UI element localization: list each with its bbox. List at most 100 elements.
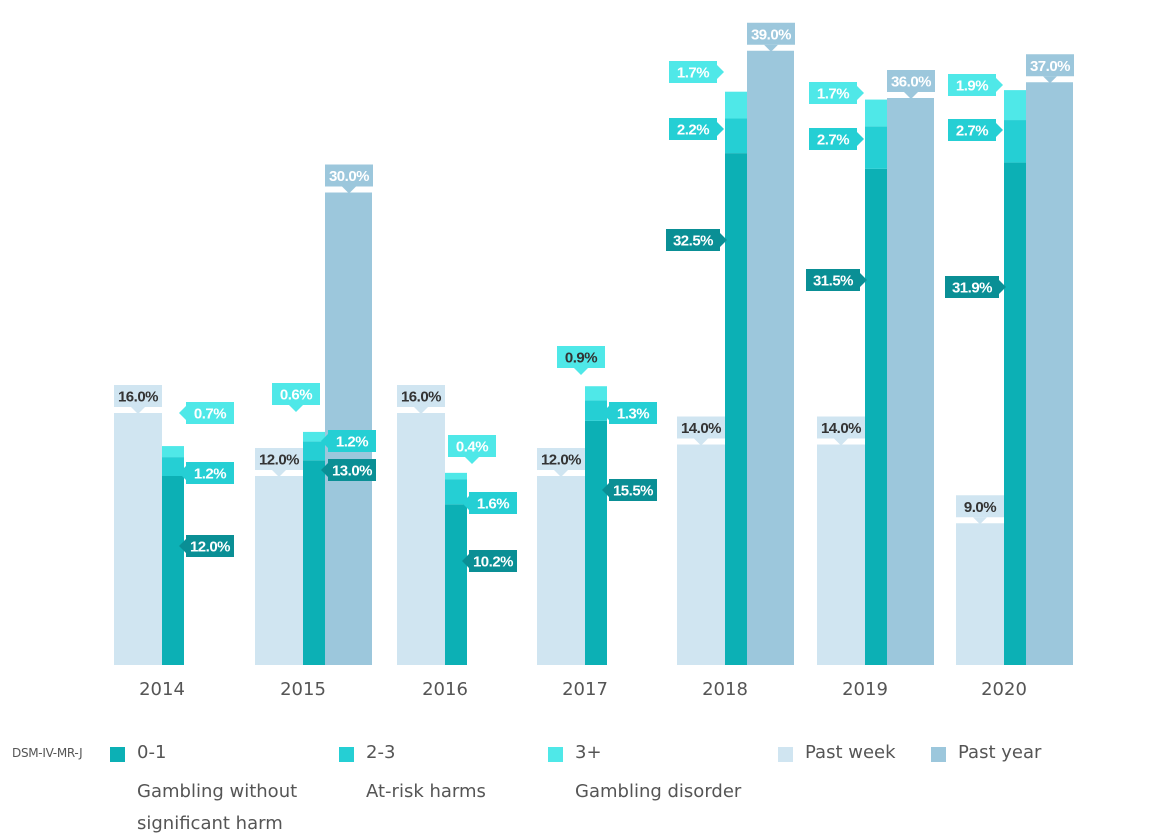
bar-dsm-2-3-2017 xyxy=(585,400,607,421)
label-past-year-2019-box xyxy=(887,70,935,92)
label-dsm-0-1-2016-box xyxy=(469,550,517,572)
label-past-week-2016-box xyxy=(397,385,445,407)
bar-past-year-2019 xyxy=(887,98,934,665)
bar-dsm-2-3-2018 xyxy=(725,118,747,154)
chart: 2014 16.0% 12.0% 1.2% 0.7% 2015 12.0% 30.0% 13.0… xyxy=(114,22,1074,700)
legend-swatch-past-year xyxy=(931,747,946,762)
label-dsm-2-3-2019-pointer xyxy=(857,132,864,146)
legend-key-3-plus: 3+ xyxy=(575,742,602,763)
label-past-week-2015-box xyxy=(255,448,303,470)
bar-dsm-0-1-2019 xyxy=(865,168,887,665)
label-past-week-2019-text: 14.0% xyxy=(821,420,861,437)
label-past-week-2018-pointer xyxy=(694,438,708,446)
label-past-week-2015-text: 12.0% xyxy=(259,452,299,469)
label-past-week-2014-pointer xyxy=(131,407,145,414)
bar-dsm-0-1-2018 xyxy=(725,153,747,665)
bar-past-year-2015 xyxy=(325,192,372,665)
label-dsm-2-3-2016-text: 1.6% xyxy=(477,496,509,513)
label-past-week-2017-text: 12.0% xyxy=(541,452,581,469)
label-dsm-2-3-2014-text: 1.2% xyxy=(194,466,226,483)
label-dsm-2-3-2015-box xyxy=(328,430,376,452)
label-dsm-2-3-2019-box xyxy=(809,128,857,150)
label-dsm-2-3-2014-box xyxy=(186,462,234,484)
bar-dsm-2-3-2014 xyxy=(162,457,184,476)
label-dsm-3-plus-2017-pointer xyxy=(574,368,588,375)
label-dsm-3-plus-2019-pointer xyxy=(857,86,864,100)
bar-past-week-2019 xyxy=(817,444,865,665)
label-dsm-3-plus-2016-pointer xyxy=(465,457,479,464)
label-past-week-2014-box xyxy=(114,385,162,407)
label-past-year-2020-box xyxy=(1026,54,1074,77)
label-dsm-0-1-2019-box xyxy=(806,269,860,291)
label-past-week-2017-box xyxy=(537,448,585,470)
label-dsm-0-1-2019-pointer xyxy=(860,273,867,287)
label-dsm-0-1-2016-text: 10.2% xyxy=(473,554,513,571)
legend-key-2-3: 2-3 xyxy=(366,742,396,763)
legend-swatch-past-week xyxy=(778,747,793,762)
label-dsm-0-1-2018-box xyxy=(666,229,720,251)
bar-past-week-2018 xyxy=(677,444,725,665)
label-dsm-2-3-2020-pointer xyxy=(996,123,1003,137)
label-dsm-0-1-2018-text: 32.5% xyxy=(673,233,713,250)
tick-label-2020: 2020 xyxy=(981,679,1027,700)
label-past-year-2018-box xyxy=(747,22,795,45)
label-past-year-2015-box xyxy=(325,164,373,187)
label-dsm-3-plus-2015-box xyxy=(272,383,320,405)
bar-dsm-3-plus-2014 xyxy=(162,446,184,458)
legend-swatch-2-3 xyxy=(339,747,354,762)
bar-dsm-3-plus-2020 xyxy=(1004,90,1026,121)
label-dsm-2-3-2017-box xyxy=(609,402,657,424)
label-past-year-2019-text: 36.0% xyxy=(891,74,931,91)
label-dsm-3-plus-2018-text: 1.7% xyxy=(677,65,709,82)
bar-dsm-2-3-2015 xyxy=(303,441,325,461)
label-dsm-2-3-2018-pointer xyxy=(717,122,724,136)
label-dsm-2-3-2016-box xyxy=(469,492,517,514)
label-past-week-2019-pointer xyxy=(834,438,848,446)
legend-desc-2-3: At-risk harms xyxy=(366,781,486,802)
label-dsm-0-1-2019-text: 31.5% xyxy=(813,273,853,290)
label-dsm-2-3-2018-text: 2.2% xyxy=(677,122,709,139)
label-past-week-2018-box xyxy=(677,416,725,439)
label-past-year-2020-text: 37.0% xyxy=(1030,58,1070,75)
legend-key-past-year: Past year xyxy=(958,742,1042,763)
label-dsm-3-plus-2014-box xyxy=(186,402,234,424)
label-dsm-2-3-2014-pointer xyxy=(179,466,186,480)
label-dsm-0-1-2015-text: 13.0% xyxy=(332,463,372,480)
label-dsm-3-plus-2019-box xyxy=(809,82,857,104)
bar-past-year-2020 xyxy=(1026,82,1073,665)
bar-past-year-2018 xyxy=(747,50,794,665)
label-dsm-0-1-2014-box xyxy=(186,535,234,557)
legend-swatch-3-plus xyxy=(548,747,563,762)
tick-label-2016: 2016 xyxy=(422,679,468,700)
bar-dsm-3-plus-2015 xyxy=(303,431,325,442)
bar-dsm-3-plus-2018 xyxy=(725,91,747,119)
label-dsm-2-3-2017-pointer xyxy=(602,406,609,420)
legend-key-past-week: Past week xyxy=(805,742,896,763)
label-past-week-2020-text: 9.0% xyxy=(964,499,996,516)
label-dsm-0-1-2016-pointer xyxy=(462,554,469,568)
label-dsm-0-1-2020-box xyxy=(945,276,999,298)
label-dsm-2-3-2020-text: 2.7% xyxy=(956,123,988,140)
label-past-week-2015-pointer xyxy=(272,470,286,477)
label-dsm-2-3-2015-text: 1.2% xyxy=(336,434,368,451)
label-dsm-3-plus-2016-box xyxy=(448,435,496,457)
label-dsm-2-3-2019-text: 2.7% xyxy=(817,132,849,149)
label-dsm-2-3-2020-box xyxy=(948,119,996,141)
bar-dsm-0-1-2014 xyxy=(162,476,184,665)
bar-past-week-2017 xyxy=(537,476,585,665)
label-dsm-0-1-2014-text: 12.0% xyxy=(190,539,230,556)
label-dsm-0-1-2015-box xyxy=(328,459,376,481)
label-past-week-2020-pointer xyxy=(973,517,987,525)
label-dsm-0-1-2020-pointer xyxy=(999,280,1006,294)
bar-dsm-0-1-2015 xyxy=(303,460,325,665)
label-dsm-2-3-2016-pointer xyxy=(462,496,469,510)
label-past-year-2015-text: 30.0% xyxy=(329,168,369,185)
bar-dsm-3-plus-2017 xyxy=(585,386,607,401)
label-dsm-0-1-2017-box xyxy=(609,479,657,501)
label-dsm-2-3-2017-text: 1.3% xyxy=(617,406,649,423)
label-dsm-3-plus-2015-text: 0.6% xyxy=(280,387,312,404)
legend: DSM-IV-MR-J 0-1 Gambling without signifi… xyxy=(0,738,1162,835)
label-dsm-3-plus-2014-pointer xyxy=(179,406,186,420)
label-past-week-2020-box xyxy=(956,495,1004,518)
bar-dsm-3-plus-2016 xyxy=(445,472,467,480)
